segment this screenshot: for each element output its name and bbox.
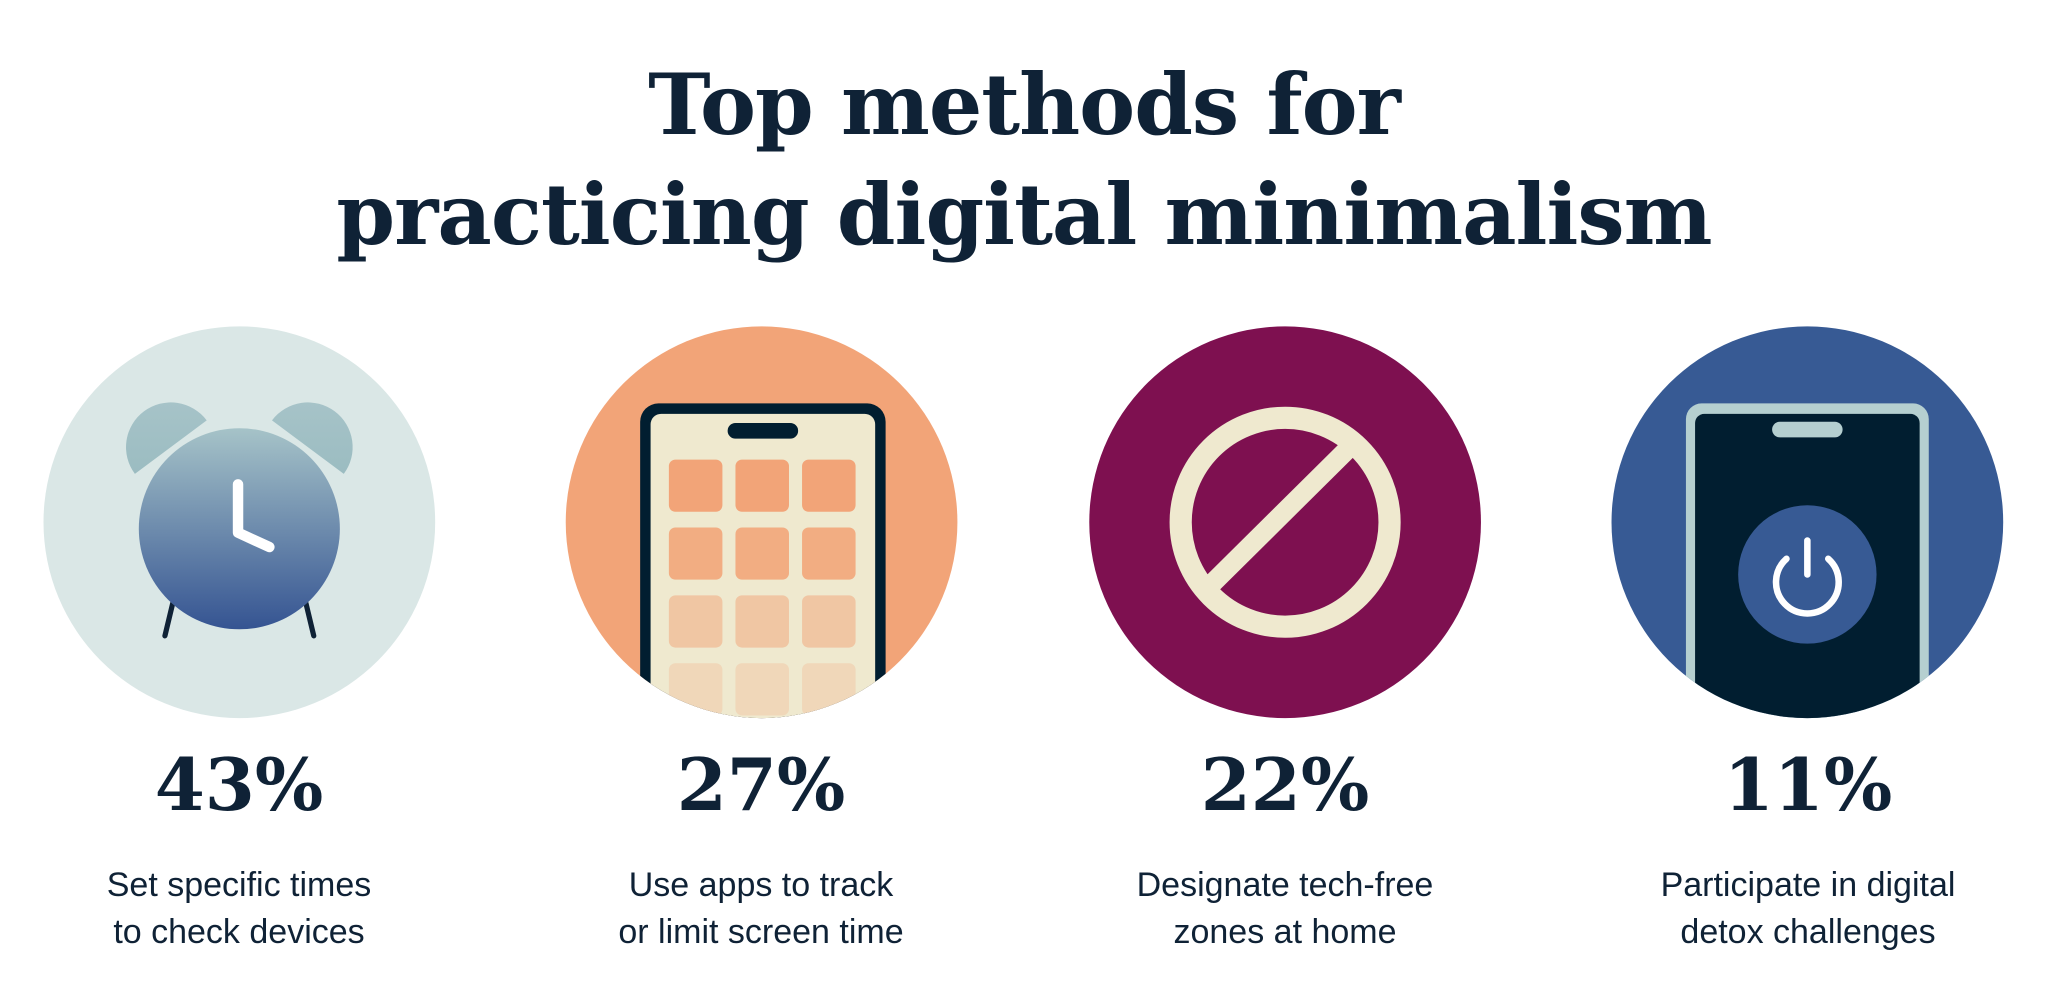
stat-percent: 11% (1723, 742, 1893, 827)
stat-percent: 22% (1200, 742, 1370, 827)
stat-label-line: to check devices (113, 913, 365, 951)
stat-label: Use apps to track or limit screen time (501, 862, 1021, 956)
page-title: Top methods for practicing digital minim… (0, 50, 2048, 270)
prohibited-icon (1089, 326, 1481, 719)
smartphone-apps-icon (565, 326, 958, 719)
title-line-2: practicing digital minimalism (336, 165, 1712, 264)
stat-label-line: Participate in digital (1660, 866, 1956, 904)
stat-label: Designate tech-free zones at home (1025, 862, 1545, 956)
stat-label-line: Use apps to track (628, 866, 894, 904)
stat-label-line: detox challenges (1680, 913, 1936, 951)
stat-label-line: Set specific times (106, 866, 372, 904)
stat-label-line: zones at home (1173, 913, 1397, 951)
stat-percent: 27% (676, 742, 846, 827)
alarm-clock-icon (43, 326, 436, 719)
stat-label: Set specific times to check devices (0, 862, 499, 956)
title-line-1: Top methods for (648, 55, 1401, 154)
stat-percent: 43% (154, 742, 324, 827)
stat-label-line: or limit screen time (618, 913, 904, 951)
stat-label-line: Designate tech-free (1136, 866, 1434, 904)
phone-power-icon (1611, 326, 2004, 719)
stat-label: Participate in digital detox challenges (1548, 862, 2048, 956)
